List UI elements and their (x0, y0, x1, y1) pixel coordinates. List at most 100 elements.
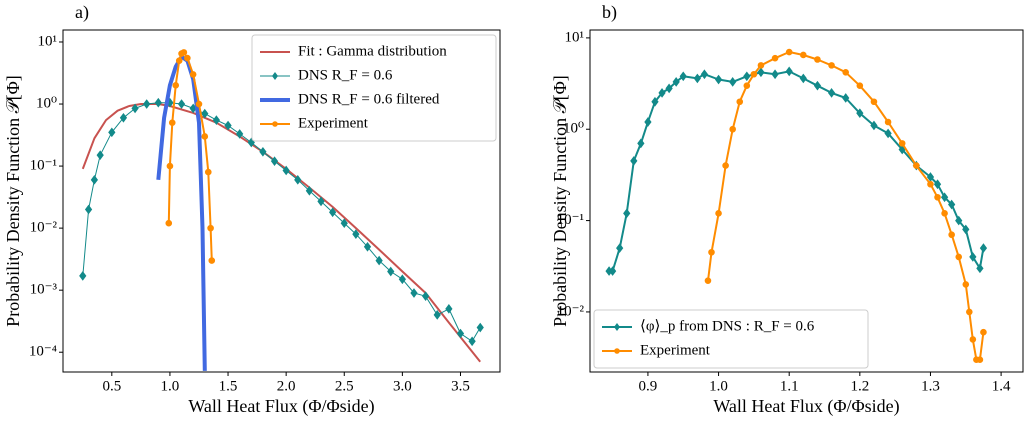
legend-marker (272, 121, 278, 127)
circle-marker (166, 162, 174, 170)
legend-marker (614, 348, 620, 354)
circle-marker (884, 118, 892, 126)
diamond-marker (270, 156, 279, 166)
circle-marker (785, 48, 793, 56)
diamond-marker (729, 77, 737, 87)
diamond-marker (143, 99, 151, 109)
x-tick-label: 1.3 (921, 378, 940, 394)
circle-marker (913, 162, 920, 169)
legend-label: ⟨φ⟩_p from DNS : R_F = 0.6 (640, 318, 815, 334)
diamond-marker (421, 291, 430, 302)
circle-marker (722, 162, 729, 169)
plot-area (79, 49, 484, 371)
diamond-marker (623, 208, 631, 219)
circle-marker (204, 168, 212, 176)
diamond-marker (979, 243, 988, 253)
diamond-marker (616, 243, 624, 253)
diamond-marker (665, 83, 673, 94)
legend-label: Fit : Gamma distribution (298, 43, 447, 59)
diamond-marker (771, 69, 779, 80)
circle-marker (189, 71, 197, 78)
y-tick-label: 10⁻¹ (557, 212, 584, 228)
circle-marker (168, 119, 176, 127)
legend-marker (272, 72, 278, 80)
diamond-marker (131, 103, 139, 114)
diamond-marker (799, 73, 807, 84)
diamond-marker (658, 88, 666, 98)
diamond-marker (305, 185, 314, 196)
y-axis-label: Probability Density Function 𝒫[Φ] (3, 75, 23, 327)
circle-marker (195, 100, 203, 108)
circle-marker (175, 57, 183, 64)
diamond-marker (352, 229, 360, 239)
legend-label: Experiment (298, 115, 369, 131)
circle-marker (180, 49, 188, 56)
series (704, 48, 987, 363)
y-tick-label: 10⁻⁴ (29, 344, 57, 360)
legend-box (593, 309, 869, 369)
circle-marker (966, 308, 973, 316)
series (605, 66, 988, 276)
diamond-marker (948, 199, 956, 210)
diamond-marker (969, 252, 977, 262)
diamond-marker (637, 138, 645, 149)
diamond-marker (856, 108, 864, 118)
diamond-marker (785, 66, 793, 77)
y-tick-label: 10⁻³ (30, 282, 58, 298)
diamond-marker (679, 71, 687, 82)
plot-area (605, 48, 988, 363)
y-tick-label: 10⁻² (557, 303, 585, 319)
diamond-marker (933, 179, 942, 190)
circle-marker (856, 82, 864, 89)
y-tick-label: 10⁰ (36, 95, 57, 111)
diamond-marker (445, 304, 453, 314)
x-tick-label: 1.2 (850, 378, 869, 394)
diamond-marker (433, 310, 441, 320)
diamond-marker (827, 88, 836, 98)
y-tick-label: 10¹ (38, 33, 58, 49)
circle-marker (201, 133, 209, 140)
circle-marker (941, 210, 948, 217)
diamond-marker (955, 215, 963, 226)
x-tick-label: 0.9 (639, 378, 658, 394)
series-line (609, 70, 985, 273)
x-axis-label: Wall Heat Flux (Φ/Φside) (188, 396, 374, 417)
circle-marker (172, 82, 180, 89)
circle-marker (165, 219, 173, 227)
circle-marker (207, 224, 214, 232)
diamond-marker (630, 156, 638, 166)
circle-marker (715, 210, 722, 217)
diamond-marker (294, 175, 302, 185)
y-tick-label: 10¹ (565, 29, 585, 45)
series (81, 103, 481, 363)
circle-marker (184, 54, 191, 62)
circle-marker (934, 193, 941, 201)
diamond-marker (651, 96, 659, 107)
legend-label: DNS R_F = 0.6 (298, 67, 393, 83)
circle-marker (704, 277, 712, 284)
series-line (167, 51, 213, 261)
diamond-marker (154, 97, 162, 108)
circle-marker (828, 62, 835, 69)
diamond-marker (962, 224, 970, 235)
diamond-marker (940, 192, 949, 203)
axes-frame (62, 29, 501, 373)
legend-label: Experiment (640, 342, 711, 358)
diamond-marker (456, 328, 465, 339)
diamond-marker (672, 77, 680, 87)
circle-marker (729, 125, 736, 133)
diamond-marker (201, 108, 209, 119)
x-tick-label: 1.4 (992, 378, 1011, 394)
x-tick-label: 1.1 (780, 378, 799, 394)
circle-marker (955, 253, 963, 261)
series (165, 49, 216, 264)
circle-marker (980, 328, 987, 336)
circle-marker (743, 82, 751, 89)
x-tick-label: 0.5 (102, 378, 121, 394)
diamond-marker (375, 255, 383, 266)
legend-label: DNS R_F = 0.6 filtered (298, 91, 440, 107)
diamond-marker (714, 74, 723, 85)
y-tick-label: 10⁰ (563, 121, 584, 137)
circle-marker (814, 56, 821, 63)
x-tick-label: 2.5 (335, 378, 354, 394)
